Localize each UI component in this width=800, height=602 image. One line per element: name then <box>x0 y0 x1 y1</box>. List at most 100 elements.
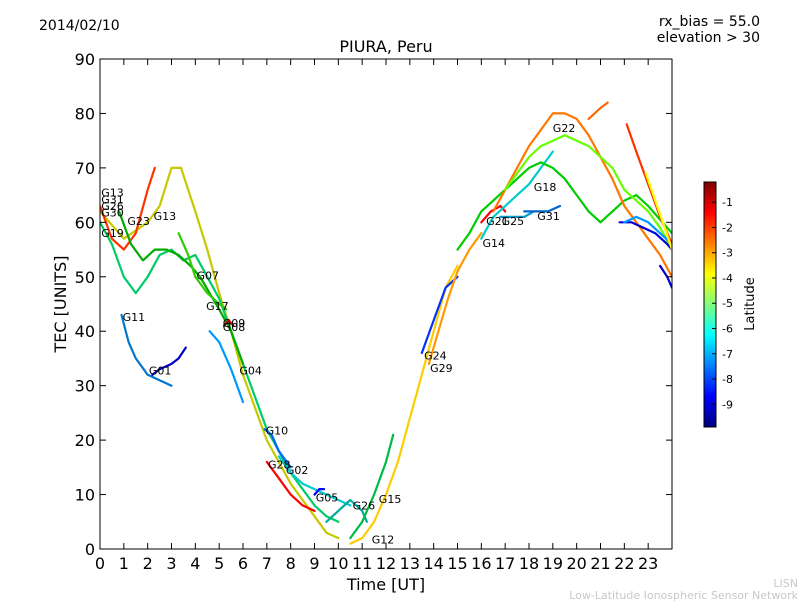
series-line-g04 <box>208 330 245 404</box>
y-tick-label: 10 <box>75 486 95 505</box>
sat-label-g25: G25 <box>502 215 525 228</box>
x-tick-label: 23 <box>638 554 658 573</box>
series-line-g12 <box>349 264 459 545</box>
sat-label-g17: G17 <box>206 300 229 313</box>
sat-label-g09: G09 <box>223 317 246 330</box>
rx-bias-label: rx_bias = 55.0 <box>658 14 760 30</box>
x-axis-ticks: 0 1 2 3 4 5 6 7 8 9 10 11 12 13 14 15 16 17 18 19 20 21 22 23 <box>95 59 658 573</box>
x-tick-label: 18 <box>519 554 539 573</box>
series-line-g11 <box>120 313 173 387</box>
sat-label-g15: G15 <box>379 493 402 506</box>
y-tick-label: 80 <box>75 104 95 123</box>
sat-label-g05: G05 <box>316 491 339 504</box>
colorbar-tick-label: -8 <box>722 373 733 386</box>
x-tick-label: 2 <box>143 554 153 573</box>
series-layer <box>100 101 672 545</box>
x-tick-label: 8 <box>286 554 296 573</box>
series-line-g19 <box>100 221 340 523</box>
series-line-unnamed-26 <box>618 221 672 251</box>
colorbar-label: Latitude <box>743 277 758 331</box>
x-tick-label: 13 <box>400 554 420 573</box>
colorbar-ticks: -1 -2 -3 -4 -5 -6 -7 -8 -9 <box>712 196 733 411</box>
sat-label-g11: G11 <box>123 311 146 324</box>
sat-label-g19: G19 <box>101 227 124 240</box>
series-line-unnamed-25 <box>587 101 609 121</box>
sat-label-g07: G07 <box>197 270 220 283</box>
y-axis-ticks: 0 10 20 30 40 50 60 70 80 90 <box>75 50 672 559</box>
sat-label-g08: G08 <box>223 321 246 334</box>
x-tick-label: 14 <box>423 554 443 573</box>
footer-network: Low-Latitude Ionospheric Sensor Network <box>569 589 798 602</box>
series-line-unnamed-29 <box>644 172 672 251</box>
y-tick-label: 0 <box>85 540 95 559</box>
sat-label-g31: G31 <box>101 194 124 207</box>
x-tick-label: 20 <box>566 554 586 573</box>
colorbar-tick-label: -3 <box>722 247 733 260</box>
sat-label-g30: G30 <box>101 207 124 220</box>
sat-label-g26: G26 <box>101 200 124 213</box>
x-tick-label: 9 <box>309 554 319 573</box>
series-line-g29 <box>427 232 483 365</box>
colorbar-tick-label: -5 <box>722 297 733 310</box>
series-line-g13 <box>100 166 340 540</box>
x-tick-label: 1 <box>119 554 129 573</box>
series-line-g22 <box>492 112 672 278</box>
elevation-label: elevation > 30 <box>656 30 760 46</box>
sat-label-g12: G12 <box>372 534 395 547</box>
y-tick-label: 30 <box>75 377 95 396</box>
x-tick-label: 15 <box>447 554 467 573</box>
series-line-g26 <box>325 498 368 523</box>
chart-title: PIURA, Peru <box>339 37 432 56</box>
colorbar-tick-label: -4 <box>722 272 733 285</box>
sat-label-g04: G04 <box>239 364 262 377</box>
series-line-g02 <box>277 455 352 507</box>
y-tick-label: 60 <box>75 213 95 232</box>
colorbar-tick-label: -9 <box>722 398 733 411</box>
x-tick-label: 10 <box>328 554 348 573</box>
colorbar-tick-label: -1 <box>722 196 733 209</box>
x-tick-label: 17 <box>495 554 515 573</box>
colorbar-tick-label: -7 <box>722 348 733 361</box>
colorbar-tick-label: -6 <box>722 322 733 335</box>
series-line-g24 <box>420 275 459 355</box>
series-line-g31 <box>523 204 562 213</box>
sat-label-g21: G21 <box>486 215 509 228</box>
x-tick-label: 12 <box>376 554 396 573</box>
x-tick-label: 22 <box>614 554 634 573</box>
series-line-g05 <box>313 488 326 496</box>
footer-lisn: LISN <box>773 577 798 590</box>
x-tick-label: 0 <box>95 554 105 573</box>
series-line-g14 <box>480 150 554 240</box>
sat-label-g01: G01 <box>149 364 172 377</box>
sat-label-g18: G18 <box>534 181 557 194</box>
series-line-g28 <box>265 460 316 512</box>
series-line-g09 <box>222 319 235 327</box>
y-axis-label: TEC [UNITS] <box>51 256 70 354</box>
sat-label-g10: G10 <box>266 424 289 437</box>
sat-label-g23: G23 <box>127 215 150 228</box>
sat-label-g24: G24 <box>424 350 447 363</box>
series-line-g10 <box>263 428 292 469</box>
series-line-unnamed-27 <box>623 215 672 246</box>
x-tick-label: 5 <box>214 554 224 573</box>
series-line-g17 <box>177 232 228 311</box>
sat-label-g13: G13 <box>154 210 177 223</box>
y-tick-label: 50 <box>75 268 95 287</box>
x-tick-label: 4 <box>190 554 200 573</box>
series-line-g07 <box>117 210 245 365</box>
x-tick-label: 3 <box>166 554 176 573</box>
x-tick-label: 7 <box>262 554 272 573</box>
sat-label-g31: G31 <box>537 210 560 223</box>
x-tick-label: 21 <box>590 554 610 573</box>
series-line-g25 <box>499 210 535 218</box>
sat-label-g22: G22 <box>553 122 576 135</box>
y-tick-label: 90 <box>75 50 95 69</box>
series-line-g01 <box>151 346 187 376</box>
series-line-g18 <box>456 161 672 251</box>
x-tick-label: 16 <box>471 554 491 573</box>
x-tick-label: 19 <box>543 554 563 573</box>
sat-label-g14: G14 <box>483 237 506 250</box>
x-tick-label: 11 <box>352 554 372 573</box>
